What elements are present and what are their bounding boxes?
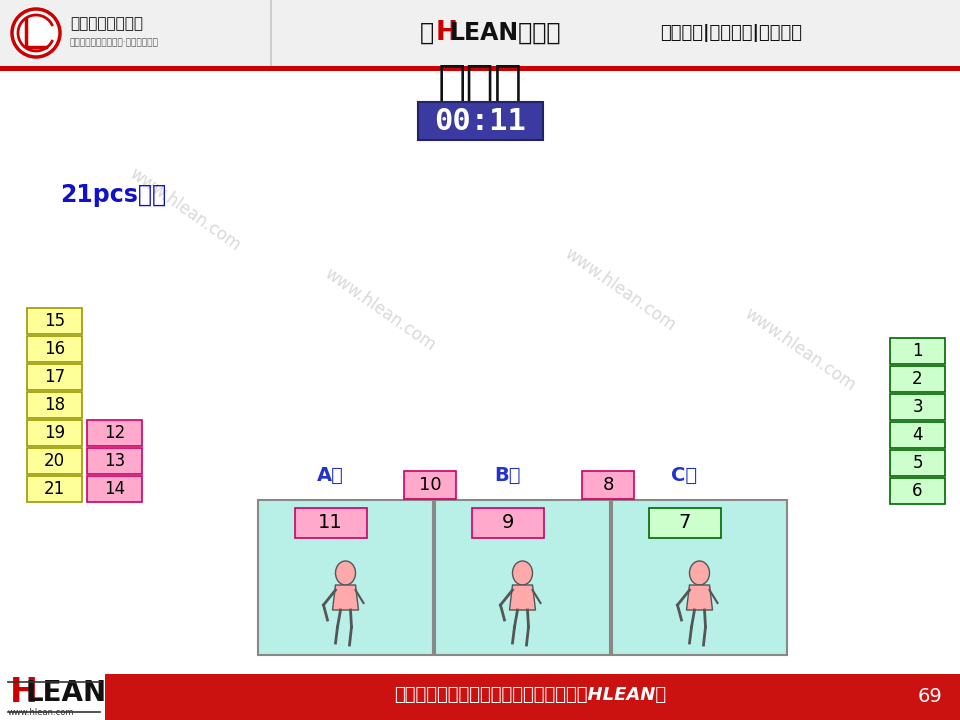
Bar: [270, 0, 272, 66]
Text: 精益生产促进中心: 精益生产促进中心: [70, 17, 143, 32]
Bar: [890, 338, 945, 364]
Bar: [27, 364, 82, 390]
Text: LEAN学堂】: LEAN学堂】: [450, 21, 562, 45]
Text: 18: 18: [44, 396, 65, 414]
Polygon shape: [332, 585, 358, 610]
Bar: [435, 500, 610, 655]
Bar: [27, 476, 82, 502]
Text: H: H: [436, 20, 458, 46]
Bar: [27, 448, 82, 474]
Text: 中国先进精益管理体系·智能制造系统: 中国先进精益管理体系·智能制造系统: [70, 38, 158, 48]
Bar: [404, 471, 456, 499]
Polygon shape: [510, 585, 536, 610]
Text: 7: 7: [679, 513, 690, 533]
Text: www.hlean.com: www.hlean.com: [561, 245, 679, 335]
Text: 做行业标杆，找精弘益；要幸福高效，用HLEAN！: 做行业标杆，找精弘益；要幸福高效，用HLEAN！: [394, 686, 666, 704]
Ellipse shape: [335, 561, 355, 585]
Text: H: H: [10, 677, 38, 709]
Text: 69: 69: [918, 688, 943, 706]
Bar: [890, 478, 945, 504]
Bar: [0, 0, 960, 66]
Bar: [582, 471, 634, 499]
Text: 17: 17: [44, 368, 65, 386]
Text: 10: 10: [419, 476, 442, 494]
Text: www.hlean.com: www.hlean.com: [741, 305, 859, 395]
Text: 4: 4: [912, 426, 923, 444]
Circle shape: [12, 9, 60, 57]
Bar: [471, 508, 543, 538]
Bar: [0, 674, 105, 720]
Bar: [27, 420, 82, 446]
Text: www.hlean.com: www.hlean.com: [8, 708, 75, 717]
Bar: [890, 422, 945, 448]
Bar: [295, 508, 367, 538]
Text: 00:11: 00:11: [434, 107, 526, 135]
Bar: [87, 448, 142, 474]
Text: 1: 1: [912, 342, 923, 360]
Ellipse shape: [513, 561, 533, 585]
Bar: [612, 500, 787, 655]
Text: 15: 15: [44, 312, 65, 330]
Text: 8: 8: [602, 476, 613, 494]
Text: 11: 11: [318, 513, 343, 533]
Text: 【: 【: [420, 21, 434, 45]
Bar: [890, 366, 945, 392]
Text: www.hlean.com: www.hlean.com: [321, 265, 439, 355]
Text: 3: 3: [912, 398, 923, 416]
Bar: [0, 66, 960, 71]
Text: 21pcs产品: 21pcs产品: [60, 183, 166, 207]
Text: 2: 2: [912, 370, 923, 388]
Bar: [0, 674, 960, 720]
Text: A站: A站: [317, 466, 344, 485]
Text: www.hlean.com: www.hlean.com: [126, 165, 244, 255]
Text: 5: 5: [912, 454, 923, 472]
Text: B站: B站: [494, 466, 520, 485]
Polygon shape: [686, 585, 712, 610]
Text: 12: 12: [104, 424, 125, 442]
Text: C站: C站: [671, 466, 698, 485]
Bar: [418, 102, 542, 140]
Text: 21: 21: [44, 480, 65, 498]
Text: 14: 14: [104, 480, 125, 498]
Text: 6: 6: [912, 482, 923, 500]
Text: 单件流: 单件流: [438, 63, 522, 107]
Text: 9: 9: [501, 513, 514, 533]
Text: 20: 20: [44, 452, 65, 470]
Bar: [27, 336, 82, 362]
Bar: [87, 420, 142, 446]
Text: LEAN: LEAN: [26, 679, 108, 707]
Text: 13: 13: [104, 452, 125, 470]
Bar: [27, 392, 82, 418]
Bar: [87, 476, 142, 502]
Text: 19: 19: [44, 424, 65, 442]
Ellipse shape: [689, 561, 709, 585]
Bar: [890, 394, 945, 420]
Text: 精益生产|智能制造|管理前沿: 精益生产|智能制造|管理前沿: [660, 24, 802, 42]
Bar: [890, 450, 945, 476]
Bar: [649, 508, 721, 538]
Bar: [258, 500, 433, 655]
Bar: [27, 308, 82, 334]
Text: 16: 16: [44, 340, 65, 358]
